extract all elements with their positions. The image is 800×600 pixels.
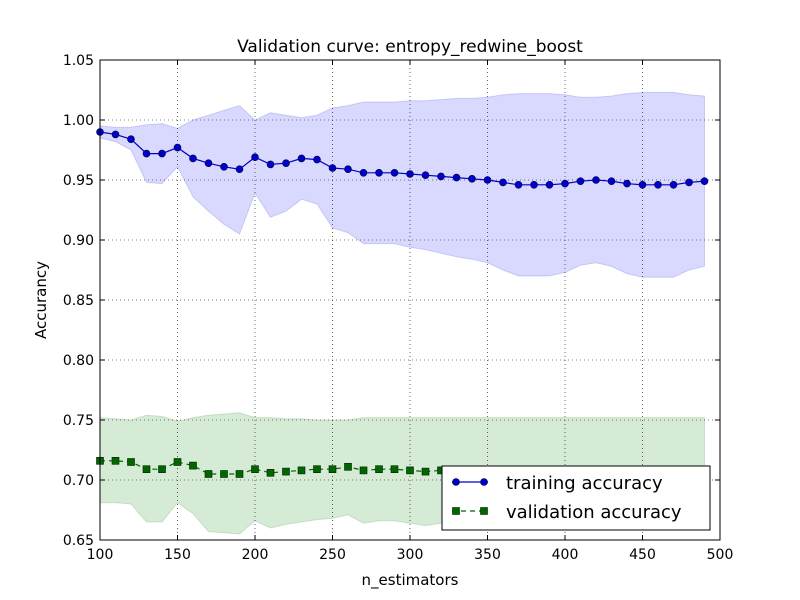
training-accuracy-point [359, 169, 368, 177]
validation-accuracy-point [173, 458, 182, 466]
training-accuracy-point [344, 165, 352, 173]
validation-accuracy-point [189, 461, 197, 470]
training-accuracy-point [452, 173, 461, 182]
training-accuracy-point [592, 176, 600, 184]
validation-accuracy-point [204, 470, 213, 478]
training-accuracy-point [437, 172, 445, 181]
y-tick-label: 0.90 [63, 233, 94, 249]
x-tick-label: 450 [629, 547, 656, 563]
validation-accuracy-point [158, 465, 166, 474]
validation-accuracy-point [406, 466, 414, 475]
legend-validation-marker [452, 507, 460, 515]
validation-accuracy-point [297, 466, 306, 475]
training-accuracy-point [111, 130, 120, 139]
training-accuracy-point [297, 154, 306, 163]
training-accuracy-point [576, 177, 585, 185]
training-accuracy-point [390, 169, 399, 177]
validation-accuracy-point [328, 465, 337, 474]
training-accuracy-point [406, 170, 414, 178]
x-axis-label: n_estimators [362, 571, 459, 590]
x-tick-label: 150 [164, 547, 191, 563]
validation-accuracy-point [220, 470, 228, 478]
x-tick-label: 300 [397, 547, 424, 563]
validation-accuracy-line [100, 460, 705, 475]
legend-training-marker [480, 478, 488, 486]
x-tick-label: 200 [242, 547, 269, 563]
training-accuracy-point [127, 135, 135, 143]
y-tick-label: 0.70 [63, 473, 94, 489]
training-accuracy-point [421, 171, 430, 179]
training-accuracy-point [483, 176, 492, 184]
y-tick-label: 0.65 [63, 533, 94, 549]
validation-accuracy-point [266, 468, 275, 477]
training-accuracy-point [545, 181, 554, 189]
y-tick-label: 1.05 [63, 53, 94, 69]
validation-accuracy-point [421, 467, 430, 476]
training-accuracy-point [235, 165, 244, 173]
training-accuracy-point [561, 179, 569, 188]
y-tick-label: 0.95 [63, 173, 94, 189]
training-accuracy-point [514, 181, 523, 189]
training-accuracy-point [607, 177, 616, 185]
y-tick-label: 0.85 [63, 293, 94, 309]
training-accuracy-point [468, 175, 476, 183]
y-tick-label: 0.75 [63, 413, 94, 429]
axis-ticks [99, 59, 721, 541]
validation-accuracy-point [142, 465, 151, 474]
training-accuracy-point [251, 153, 259, 161]
training-accuracy-point [375, 169, 383, 177]
validation-accuracy-point [313, 465, 321, 474]
x-tick-label: 350 [474, 547, 501, 563]
training-accuracy-point [700, 177, 709, 185]
series-lines [99, 131, 705, 475]
band-training [99, 91, 705, 278]
training-accuracy-point [282, 159, 290, 167]
x-tick-label: 400 [552, 547, 579, 563]
training-accuracy-point [189, 154, 197, 163]
legend-validation-marker [480, 507, 488, 515]
training-accuracy-point [328, 164, 337, 172]
training-accuracy-point [654, 181, 662, 189]
validation-accuracy-point [375, 465, 383, 474]
training-accuracy-point [313, 155, 321, 164]
training-accuracy-point [685, 178, 693, 187]
validation-accuracy-point [251, 465, 259, 474]
x-tick-label: 250 [319, 547, 346, 563]
y-tick-labels: 0.65 0.70 0.75 0.80 0.85 0.90 0.95 1.00 1.05 [63, 53, 94, 549]
training-accuracy-point [499, 178, 507, 187]
y-axis-label: Accurancy [32, 261, 50, 339]
x-tick-labels: 100 150 200 250 300 350 400 450 500 [87, 547, 734, 563]
validation-accuracy-point [282, 467, 290, 476]
training-accuracy-point [623, 179, 631, 188]
training-accuracy-point [220, 163, 228, 171]
x-tick-label: 500 [707, 547, 734, 563]
validation-accuracy-point [390, 465, 399, 474]
confidence-bands [99, 91, 705, 535]
training-accuracy-point [530, 181, 538, 189]
legend-training-marker [452, 478, 460, 486]
x-tick-label: 100 [87, 547, 114, 563]
training-accuracy-point [142, 149, 151, 158]
validation-accuracy-point [344, 462, 352, 471]
chart-title: Validation curve: entropy_redwine_boost [237, 37, 583, 57]
y-tick-label: 0.80 [63, 353, 94, 369]
validation-accuracy-point [359, 466, 368, 475]
validation-accuracy-point [127, 458, 135, 466]
training-accuracy-point [158, 149, 166, 158]
legend: training accuracy validation accuracy [441, 465, 711, 531]
training-accuracy-point [173, 143, 182, 152]
training-accuracy-point [204, 159, 213, 167]
validation-accuracy-point [235, 470, 244, 478]
training-accuracy-point [669, 181, 678, 189]
training-accuracy-point [638, 181, 647, 189]
legend-box [441, 465, 711, 531]
legend-validation-label: validation accuracy [506, 502, 682, 523]
legend-training-label: training accuracy [506, 473, 663, 494]
y-tick-label: 1.00 [63, 113, 94, 129]
training-accuracy-line [99, 131, 705, 186]
validation-accuracy-point [111, 456, 120, 465]
training-accuracy-point [266, 160, 275, 169]
grid-lines [100, 60, 720, 540]
